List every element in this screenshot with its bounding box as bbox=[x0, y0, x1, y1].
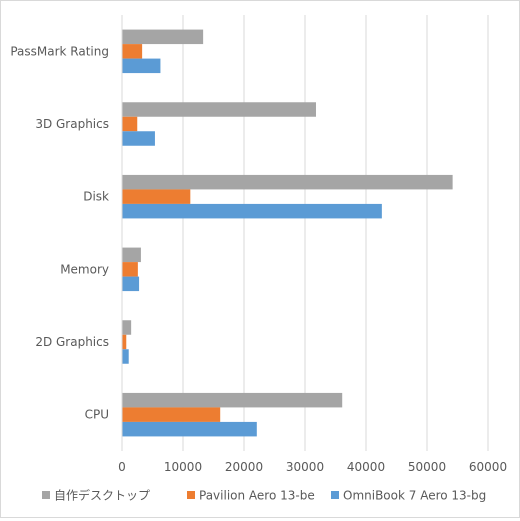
x-tick-label: 20000 bbox=[225, 460, 263, 474]
bars bbox=[122, 29, 453, 437]
x-tick-label: 0 bbox=[118, 460, 126, 474]
bar-2-4 bbox=[122, 262, 138, 277]
bar-3-2 bbox=[122, 131, 155, 146]
bar-1-3 bbox=[122, 174, 453, 190]
axes: 0 10000 20000 30000 40000 50000 60000 PassMark … bbox=[10, 15, 507, 474]
x-tick-label: 50000 bbox=[408, 460, 446, 474]
category-label: PassMark Rating bbox=[10, 44, 109, 58]
bar-3-6 bbox=[122, 421, 257, 437]
category-label: 3D Graphics bbox=[35, 117, 109, 131]
bar-3-5 bbox=[122, 349, 129, 364]
bar-3-4 bbox=[122, 276, 140, 292]
bar-2-2 bbox=[122, 116, 138, 132]
bar-2-6 bbox=[122, 407, 221, 422]
x-tick-label: 60000 bbox=[469, 460, 507, 474]
bar-3-3 bbox=[122, 203, 382, 219]
bar-1-5 bbox=[122, 320, 132, 335]
bar-2-5 bbox=[122, 334, 127, 350]
x-tick-label: 40000 bbox=[347, 460, 385, 474]
category-label: Memory bbox=[60, 262, 109, 276]
legend: 自作デスクトップ Pavilion Aero 13-be OmniBook 7 Ae… bbox=[42, 488, 486, 503]
category-label: CPU bbox=[85, 408, 109, 422]
legend-label: 自作デスクトップ bbox=[54, 488, 150, 503]
category-label: 2D Graphics bbox=[35, 335, 109, 349]
bar-1-6 bbox=[122, 392, 343, 408]
x-tick-label: 30000 bbox=[286, 460, 324, 474]
bar-1-1 bbox=[122, 29, 204, 45]
legend-swatch bbox=[187, 491, 195, 499]
x-tick-label: 10000 bbox=[164, 460, 202, 474]
legend-label: Pavilion Aero 13-be bbox=[199, 489, 315, 503]
bar-2-3 bbox=[122, 189, 191, 204]
legend-swatch bbox=[331, 491, 339, 499]
category-label: Disk bbox=[83, 190, 109, 204]
legend-label: OmniBook 7 Aero 13-bg bbox=[343, 489, 486, 503]
gridlines bbox=[121, 15, 489, 451]
bar-1-2 bbox=[122, 102, 316, 117]
bar-2-1 bbox=[122, 44, 143, 59]
legend-swatch bbox=[42, 491, 50, 499]
bar-1-4 bbox=[122, 247, 141, 263]
bar-3-1 bbox=[122, 58, 161, 74]
